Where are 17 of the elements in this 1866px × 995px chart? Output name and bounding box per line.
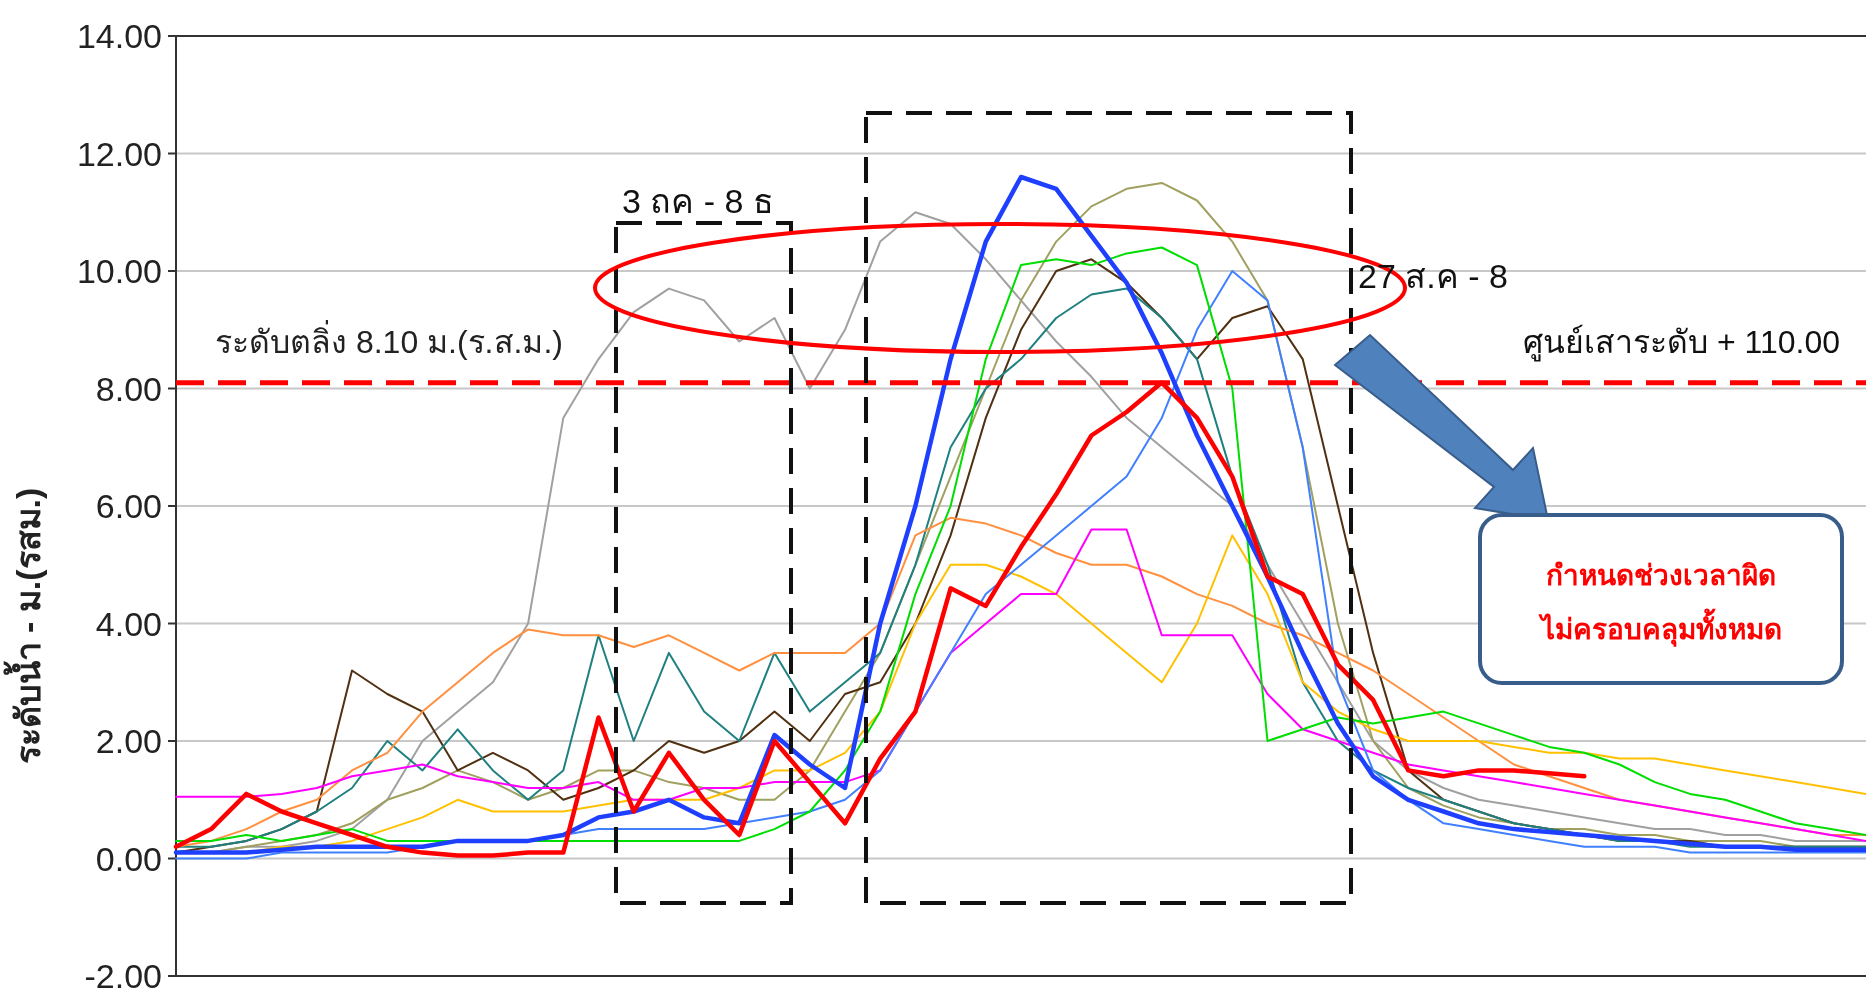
note-box: กำหนดช่วงเวลาผิด ไม่ครอบคลุมทั้งหมด (1478, 513, 1844, 685)
y-tick-label: 14.00 (76, 17, 162, 55)
y-tick-label: 8.00 (95, 369, 162, 408)
annotation: ศูนย์เสาระดับ + 110.00 (1523, 324, 1840, 362)
annotation: ไม่ครอบคลุมทั้งหมด (1537, 608, 1782, 647)
annotation: กำหนดช่วงเวลาผิด (1546, 560, 1776, 591)
y-tick-label: 6.00 (95, 487, 162, 525)
y-tick-label: 0.00 (95, 839, 162, 878)
y-tick-label: 2.00 (95, 722, 162, 760)
y-tick-label: 10.00 (76, 252, 162, 290)
ref-line-label: ระดับตลิ่ง 8.10 ม.(ร.ส.ม.) (215, 319, 563, 360)
annotation: 27 ส.ค - 8 (1358, 257, 1508, 295)
y-tick-label: 12.00 (76, 134, 162, 173)
annotation: 3 ถค - 8 ธ (622, 182, 774, 220)
y-axis-title: ระดับน้ำ - ม.(รสม.) (3, 487, 47, 765)
y-tick-label: 4.00 (95, 604, 162, 643)
y-tick-label: -2.00 (84, 957, 162, 995)
